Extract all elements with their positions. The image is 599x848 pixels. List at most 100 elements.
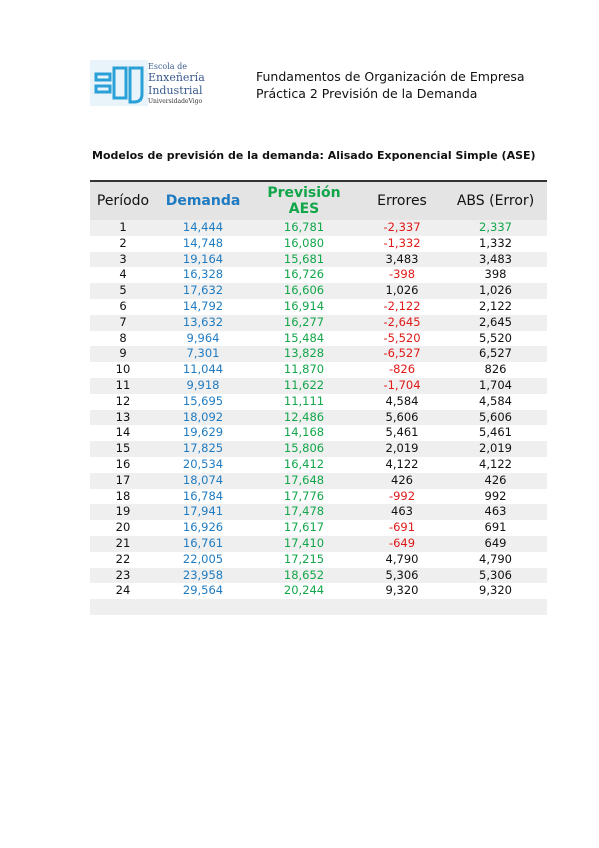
table-cell: 13,828 <box>283 346 325 361</box>
table-cell: 5,306 <box>479 567 512 582</box>
table-cell: 20,534 <box>182 457 224 471</box>
table-cell: 14,168 <box>283 425 325 440</box>
table-cell: 17,215 <box>283 551 325 566</box>
table-cell: -992 <box>388 488 416 503</box>
table-row: 12 15,695 11,111 4,584 4,584 <box>90 394 547 410</box>
table-cell: 15 <box>115 441 131 456</box>
table-row-empty <box>90 599 547 615</box>
table-cell: 9,964 <box>186 330 220 345</box>
table-cell: 15,681 <box>283 251 325 266</box>
table-cell: 10 <box>115 362 131 377</box>
table-cell: 16,080 <box>283 235 325 250</box>
table-row: 6 14,792 16,914 -2,122 2,122 <box>90 299 547 315</box>
table-cell: 19,629 <box>182 425 224 440</box>
table-cell: 16 <box>115 457 131 471</box>
table-cell: 22,005 <box>182 551 224 566</box>
table-cell: 992 <box>484 488 507 503</box>
table-cell: 21 <box>115 536 131 550</box>
table-cell: 15,484 <box>283 330 325 345</box>
table-cell: 5,606 <box>479 409 512 424</box>
table-row: 16 20,534 16,412 4,122 4,122 <box>90 457 547 473</box>
table-header: Período Demanda Previsión AES Errores ABS (E… <box>90 180 547 220</box>
table-cell: 17,617 <box>283 520 325 535</box>
table-cell: 15,806 <box>283 441 325 456</box>
table-cell: -398 <box>388 267 416 282</box>
table-cell: 3,483 <box>385 251 419 266</box>
table-row: 21 16,761 17,410 -649 649 <box>90 536 547 552</box>
table-cell: 463 <box>484 504 507 519</box>
table-cell: -826 <box>388 362 416 377</box>
table-cell: 16,412 <box>283 457 325 471</box>
table-cell: 5,520 <box>479 330 512 345</box>
table-cell: -6,527 <box>383 346 421 361</box>
table-cell: 2,645 <box>479 314 512 329</box>
table-cell: 7,301 <box>186 346 220 361</box>
table-cell: 12,486 <box>283 409 325 424</box>
table-cell: 4,584 <box>385 393 419 408</box>
table-cell: 9,320 <box>479 583 512 598</box>
logo-text: Industrial <box>148 84 203 97</box>
table-cell: 14 <box>115 425 131 440</box>
table-row: 14 19,629 14,168 5,461 5,461 <box>90 425 547 441</box>
table-cell: 23,958 <box>182 567 224 582</box>
table-cell: -1,332 <box>383 235 421 250</box>
table-cell: 9,320 <box>385 583 419 598</box>
table-cell: 5,306 <box>385 567 419 582</box>
logo-text: UniversidadeVigo <box>148 98 203 105</box>
table-row: 19 17,941 17,478 463 463 <box>90 504 547 521</box>
table-cell: 16,781 <box>283 220 325 234</box>
table-row: 9 7,301 13,828 -6,527 6,527 <box>90 346 547 363</box>
table-cell: -2,337 <box>383 220 421 234</box>
table-row: 20 16,926 17,617 -691 691 <box>90 520 547 536</box>
table-cell: 20,244 <box>283 583 325 598</box>
table-cell: 16,726 <box>283 267 325 282</box>
table-cell: 8 <box>119 330 127 345</box>
table-cell: 6,527 <box>479 346 512 361</box>
section-title: Modelos de previsión de la demanda: Alis… <box>92 149 536 162</box>
table-cell: 17,825 <box>182 441 224 456</box>
table-cell: 4,790 <box>479 551 512 566</box>
table-cell: 18,652 <box>283 567 325 582</box>
table-row: 7 13,632 16,277 -2,645 2,645 <box>90 314 547 331</box>
table-cell: 2 <box>119 235 127 250</box>
table-cell: 15,695 <box>182 393 224 408</box>
table-cell: -691 <box>388 520 416 535</box>
table-row: 11 9,918 11,622 -1,704 1,704 <box>90 378 547 394</box>
header-subtitle: Práctica 2 Previsión de la Demanda <box>256 86 478 101</box>
table-cell: 24 <box>115 583 131 598</box>
table-row: 13 18,092 12,486 5,606 5,606 <box>90 409 547 426</box>
table-row: 1 14,444 16,781 -2,337 2,337 <box>90 220 547 236</box>
column-header: Previsión AES <box>267 185 341 217</box>
logo-mark <box>90 60 148 106</box>
table-cell: -5,520 <box>383 330 421 345</box>
column-header: ABS (Error) <box>456 193 535 209</box>
table-cell: 19,164 <box>182 251 224 266</box>
table-cell: 4,790 <box>385 551 419 566</box>
table-cell: 9,918 <box>186 378 220 392</box>
table-cell: 11,622 <box>283 378 325 392</box>
table-cell: 17,648 <box>283 472 325 487</box>
table-row: 24 29,564 20,244 9,320 9,320 <box>90 583 547 599</box>
table-cell: 17,776 <box>283 488 325 503</box>
table-row: 3 19,164 15,681 3,483 3,483 <box>90 251 547 268</box>
table-cell: 9 <box>119 346 127 361</box>
table-row: 17 18,074 17,648 426 426 <box>90 472 547 489</box>
table-cell: 29,564 <box>182 583 224 598</box>
table-cell: 11,044 <box>182 362 224 377</box>
column-header: Demanda <box>165 193 241 209</box>
table-cell: 11,111 <box>283 393 325 408</box>
table-row: 2 14,748 16,080 -1,332 1,332 <box>90 236 547 252</box>
table-cell: 17,478 <box>283 504 325 519</box>
table-cell: 5,461 <box>479 425 512 440</box>
table-cell: 4,122 <box>385 457 419 471</box>
table-cell: 2,122 <box>479 299 512 313</box>
table-cell: 12 <box>115 393 131 408</box>
logo-text: Escola de <box>148 62 187 71</box>
table-cell: 1,026 <box>385 283 419 298</box>
table-cell: 13,632 <box>182 314 224 329</box>
table-cell: -2,645 <box>383 314 421 329</box>
table-cell: 14,444 <box>182 220 224 234</box>
table-cell: 16,761 <box>182 536 224 550</box>
table-cell: 463 <box>391 504 413 519</box>
